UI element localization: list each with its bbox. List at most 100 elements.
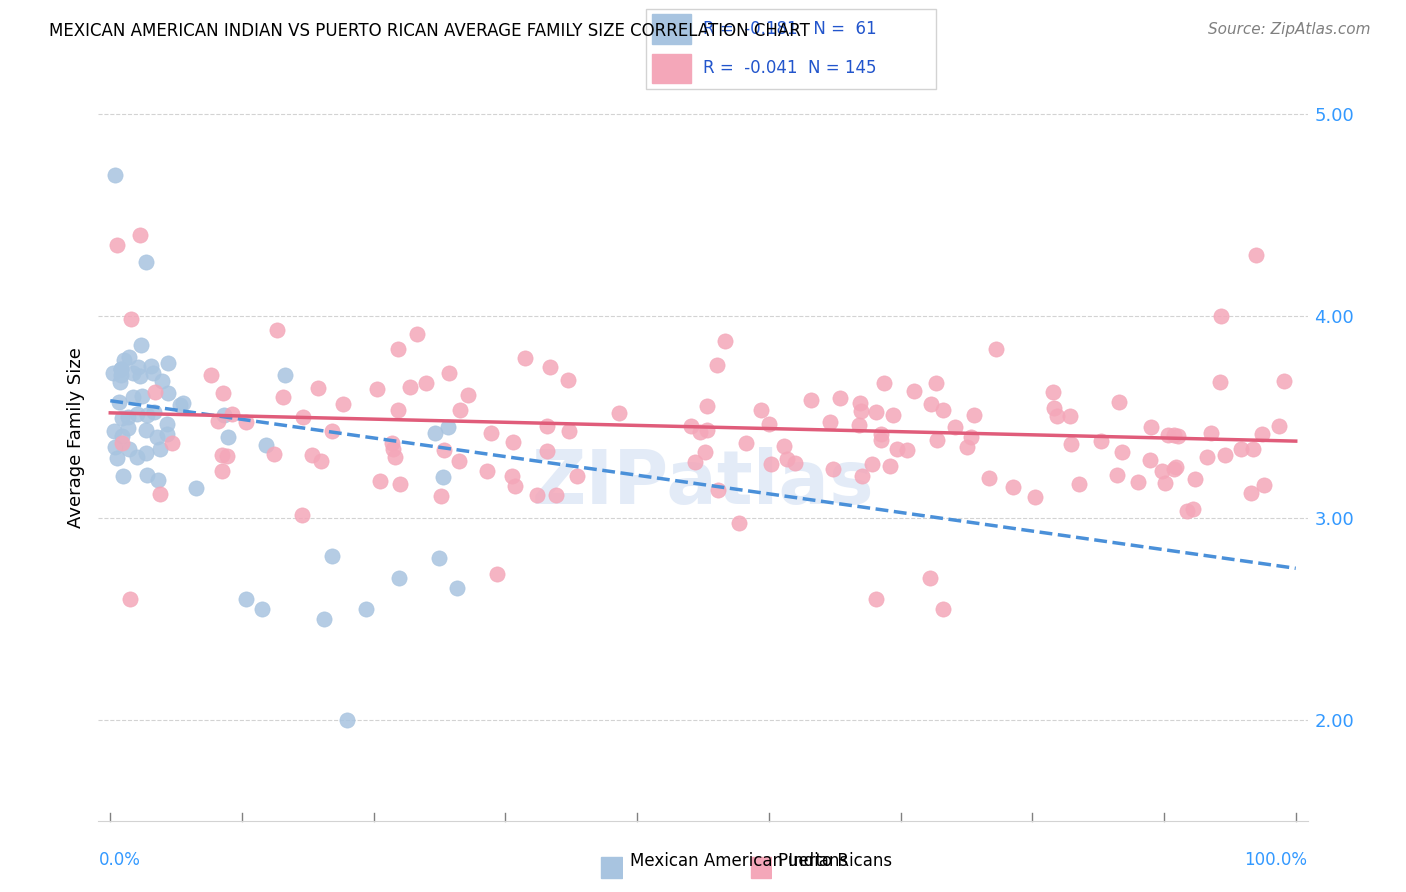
Point: [1209, 375, 1232, 389]
Point: [1163, 462, 1185, 476]
Point: [107, 238, 129, 252]
Point: [129, 368, 152, 383]
Point: [707, 483, 730, 498]
FancyBboxPatch shape: [602, 857, 621, 879]
Text: Source: ZipAtlas.com: Source: ZipAtlas.com: [1208, 22, 1371, 37]
Point: [131, 389, 153, 403]
Point: [538, 360, 561, 375]
FancyBboxPatch shape: [645, 9, 936, 89]
Point: [427, 551, 450, 566]
Point: [215, 449, 238, 463]
Point: [963, 408, 986, 422]
Point: [1181, 502, 1204, 516]
Point: [321, 549, 343, 563]
Point: [1060, 437, 1083, 451]
Point: [108, 376, 131, 390]
Point: [932, 403, 955, 417]
Point: [449, 402, 471, 417]
Point: [117, 410, 139, 425]
Point: [943, 419, 966, 434]
Point: [1128, 475, 1150, 489]
Text: Puerto Ricans: Puerto Ricans: [778, 852, 891, 870]
Point: [235, 415, 257, 429]
Point: [437, 420, 460, 434]
Point: [1244, 248, 1267, 262]
Point: [1042, 384, 1064, 399]
Point: [1253, 478, 1275, 492]
Point: [1199, 426, 1222, 441]
Point: [920, 397, 942, 411]
Point: [110, 361, 132, 376]
Point: [565, 468, 588, 483]
Point: [111, 435, 134, 450]
Point: [735, 435, 758, 450]
Point: [1046, 409, 1069, 423]
Point: [110, 368, 132, 382]
Point: [828, 392, 851, 406]
Point: [536, 443, 558, 458]
Text: Mexican American Indians: Mexican American Indians: [630, 852, 848, 870]
Point: [1154, 475, 1177, 490]
Point: [214, 408, 236, 422]
Text: R =  -0.041  N = 145: R = -0.041 N = 145: [703, 59, 877, 78]
Point: [775, 452, 797, 467]
Point: [886, 442, 908, 456]
Point: [121, 366, 143, 380]
Point: [860, 457, 883, 471]
Point: [1251, 427, 1274, 442]
Point: [291, 410, 314, 425]
Y-axis label: Average Family Size: Average Family Size: [66, 347, 84, 527]
Point: [903, 384, 925, 399]
Point: [110, 361, 132, 376]
Point: [136, 468, 159, 483]
Point: [977, 471, 1000, 485]
Point: [107, 395, 129, 409]
Point: [235, 591, 257, 606]
Point: [1195, 450, 1218, 464]
Point: [135, 423, 157, 437]
Point: [1163, 428, 1185, 442]
Point: [502, 434, 524, 449]
FancyBboxPatch shape: [751, 857, 770, 879]
Point: [200, 368, 222, 382]
Point: [457, 388, 479, 402]
Point: [557, 373, 579, 387]
Point: [254, 438, 277, 452]
Point: [398, 380, 420, 394]
Point: [758, 417, 780, 432]
Point: [879, 458, 901, 473]
Point: [387, 402, 409, 417]
Point: [1241, 442, 1264, 456]
Point: [388, 571, 411, 585]
Point: [155, 417, 177, 432]
Point: [526, 488, 548, 502]
Point: [112, 352, 135, 367]
Point: [122, 390, 145, 404]
Point: [149, 442, 172, 456]
Point: [172, 396, 194, 410]
Point: [865, 591, 887, 606]
Point: [103, 424, 125, 438]
Point: [389, 476, 412, 491]
Point: [131, 338, 153, 352]
Point: [143, 405, 166, 419]
Point: [309, 454, 332, 468]
Point: [1111, 444, 1133, 458]
Point: [960, 430, 983, 444]
Point: [156, 385, 179, 400]
Point: [384, 450, 406, 464]
Point: [689, 425, 711, 439]
Point: [1107, 468, 1129, 483]
Point: [1150, 464, 1173, 478]
Point: [263, 447, 285, 461]
Point: [307, 381, 329, 395]
Point: [818, 415, 841, 429]
Point: [956, 440, 979, 454]
Point: [104, 440, 127, 454]
Point: [221, 407, 243, 421]
Point: [696, 423, 718, 437]
Point: [479, 425, 502, 440]
Point: [870, 427, 893, 442]
Point: [1164, 460, 1187, 475]
Point: [104, 168, 127, 182]
